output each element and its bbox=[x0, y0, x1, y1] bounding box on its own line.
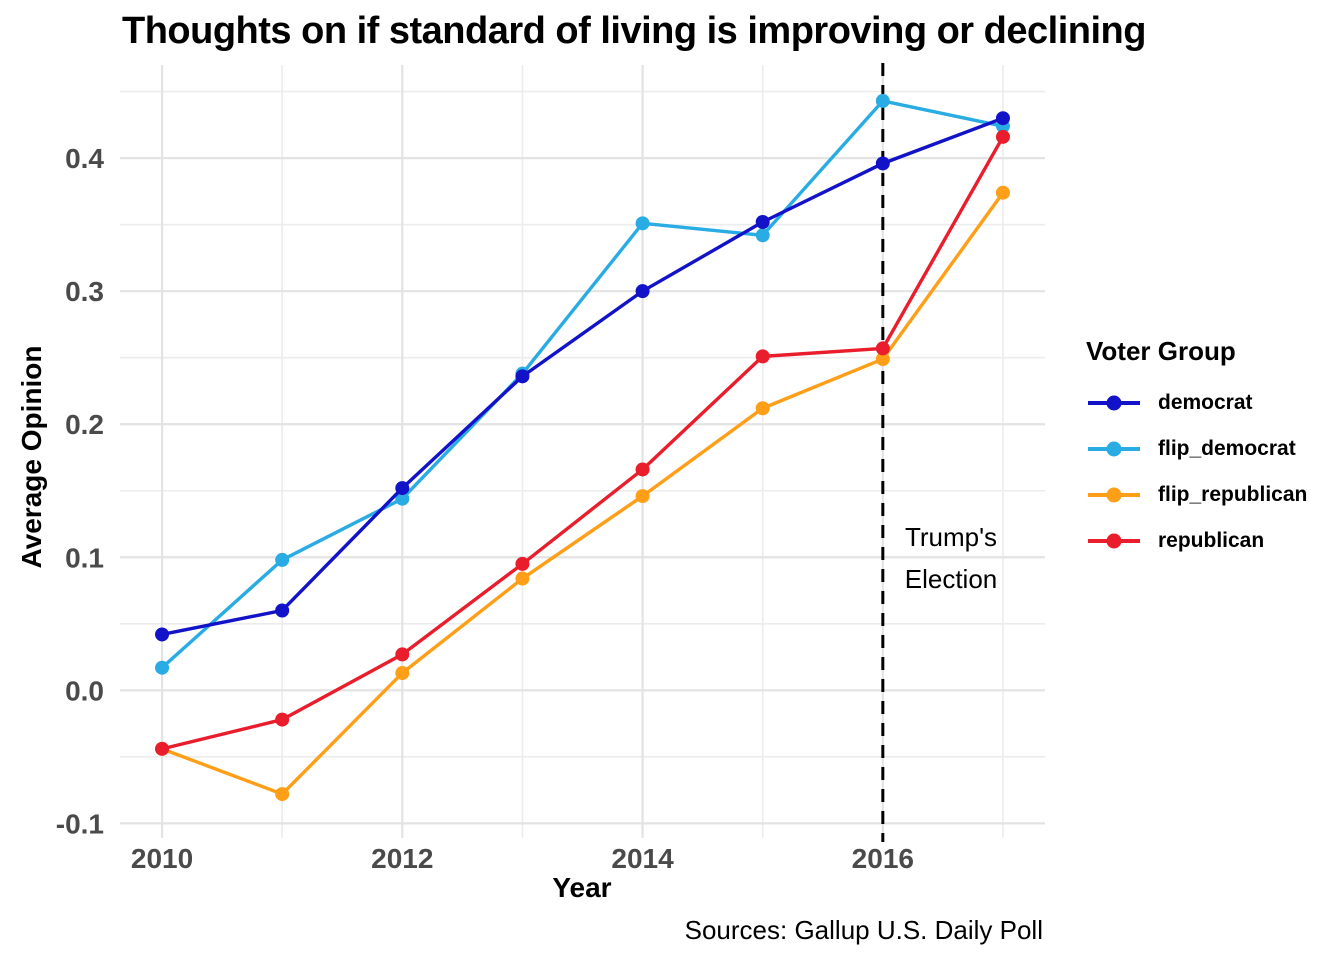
data-point-democrat bbox=[155, 627, 170, 642]
data-point-flip_republican bbox=[635, 489, 650, 504]
data-point-republican bbox=[395, 647, 410, 662]
y-tick-label: 0.3 bbox=[65, 276, 104, 307]
legend-item-label: republican bbox=[1158, 529, 1265, 552]
legend-key-icon bbox=[1088, 487, 1140, 503]
data-point-flip_republican bbox=[755, 401, 770, 416]
x-axis-title: Year bbox=[552, 872, 612, 903]
data-point-flip_republican bbox=[395, 666, 410, 681]
x-tick-label: 2012 bbox=[371, 843, 433, 874]
x-tick-label: 2010 bbox=[131, 843, 193, 874]
data-point-republican bbox=[755, 349, 770, 364]
x-tick-label: 2014 bbox=[611, 843, 674, 874]
data-point-democrat bbox=[875, 156, 890, 171]
data-point-democrat bbox=[995, 111, 1010, 126]
legend-item-flip_democrat: flip_democrat bbox=[1086, 435, 1307, 463]
data-point-democrat bbox=[515, 369, 530, 384]
data-point-republican bbox=[635, 462, 650, 477]
y-tick-label: -0.1 bbox=[56, 808, 104, 839]
vline-annotation-line1: Trump's bbox=[904, 522, 998, 552]
series-line-democrat bbox=[160, 116, 1005, 637]
data-point-democrat bbox=[755, 214, 770, 229]
data-point-flip_republican bbox=[995, 185, 1010, 200]
data-point-democrat bbox=[635, 284, 650, 299]
data-point-flip_republican bbox=[515, 571, 530, 586]
legend-title: Voter Group bbox=[1086, 336, 1236, 366]
legend-key-icon bbox=[1088, 441, 1140, 457]
y-axis-title: Average Opinion bbox=[16, 345, 47, 569]
data-point-flip_democrat bbox=[755, 228, 770, 243]
series-line-flip_democrat bbox=[160, 99, 1005, 670]
data-point-republican bbox=[995, 129, 1010, 144]
data-point-flip_democrat bbox=[875, 93, 890, 108]
data-point-flip_democrat bbox=[155, 660, 170, 675]
data-point-flip_republican bbox=[275, 787, 290, 802]
data-point-republican bbox=[275, 712, 290, 727]
legend-item-democrat: democrat bbox=[1086, 389, 1307, 417]
data-point-flip_republican bbox=[875, 352, 890, 367]
legend-item-label: democrat bbox=[1158, 391, 1253, 414]
legend-item-label: flip_republican bbox=[1158, 483, 1308, 506]
vline-annotation: Trump's Election bbox=[876, 516, 1026, 600]
data-point-republican bbox=[155, 741, 170, 756]
y-tick-label: 0.4 bbox=[65, 143, 104, 174]
x-tick-label: 2016 bbox=[852, 843, 914, 874]
legend-item-label: flip_democrat bbox=[1158, 437, 1296, 460]
data-point-flip_democrat bbox=[635, 216, 650, 231]
legend-key-icon bbox=[1088, 395, 1140, 411]
legend-item-flip_republican: flip_republican bbox=[1086, 481, 1307, 509]
legend: Voter Group democrat flip_democrat flip_re… bbox=[1086, 336, 1307, 555]
vline-annotation-line2: Election bbox=[904, 564, 998, 594]
chart-title: Thoughts on if standard of living is imp… bbox=[122, 10, 1146, 52]
data-point-flip_democrat bbox=[275, 552, 290, 567]
data-point-republican bbox=[875, 341, 890, 356]
source-caption: Sources: Gallup U.S. Daily Poll bbox=[684, 915, 1043, 945]
series-line-republican bbox=[160, 135, 1005, 751]
data-point-democrat bbox=[395, 481, 410, 496]
series-line-flip_republican bbox=[160, 191, 1005, 796]
data-point-democrat bbox=[275, 603, 290, 618]
legend-item-republican: republican bbox=[1086, 527, 1307, 555]
y-tick-label: 0.2 bbox=[65, 409, 104, 440]
y-tick-label: 0.0 bbox=[65, 675, 104, 706]
data-point-flip_democrat bbox=[395, 491, 410, 506]
legend-key-icon bbox=[1088, 533, 1140, 549]
y-tick-label: 0.1 bbox=[65, 542, 104, 573]
data-point-republican bbox=[515, 556, 530, 571]
